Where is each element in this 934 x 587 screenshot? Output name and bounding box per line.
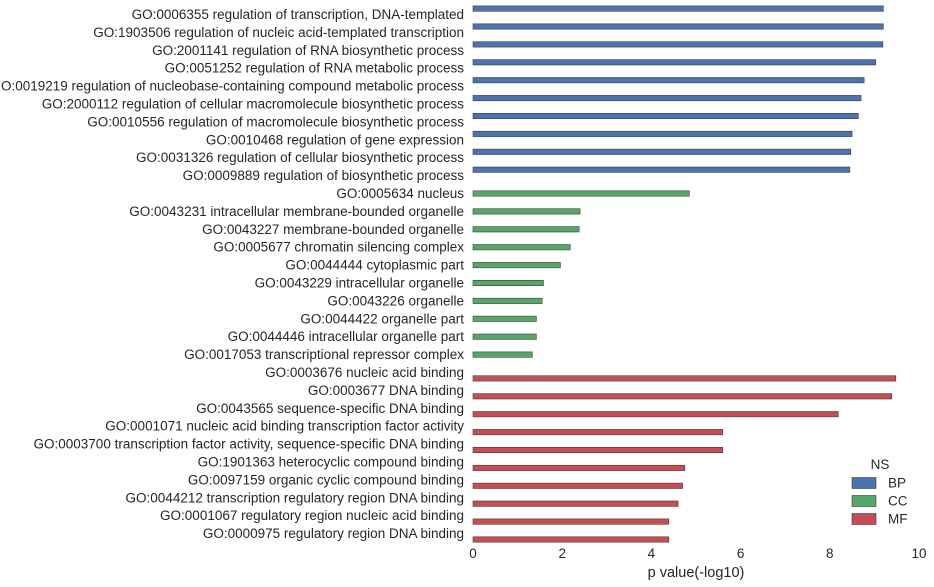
bar-bp xyxy=(472,59,877,66)
bar-mf xyxy=(472,375,897,382)
bar-mf xyxy=(472,411,839,418)
legend-swatch-mf xyxy=(851,513,877,525)
x-tick-label: 10 xyxy=(911,546,926,561)
bar-mf xyxy=(472,464,686,471)
bar-bp xyxy=(472,148,852,155)
category-label: GO:0043226 organelle xyxy=(327,293,464,308)
bar-bp xyxy=(472,23,884,30)
x-tick-label: 8 xyxy=(826,546,834,561)
x-axis-title: p value(-log10) xyxy=(648,565,745,581)
category-label: GO:1903506 regulation of nucleic acid-te… xyxy=(93,25,464,40)
bar-mf xyxy=(472,446,724,453)
legend-label-cc: CC xyxy=(888,494,908,509)
bar-cc xyxy=(472,279,544,286)
legend: NS BP CC MF xyxy=(851,457,908,527)
bar-cc xyxy=(472,226,580,233)
category-label: GO:0043227 membrane-bounded organelle xyxy=(202,222,464,237)
bar-mf xyxy=(472,482,683,489)
category-label: GO:2000112 regulation of cellular macrom… xyxy=(42,97,464,112)
bar-bp xyxy=(472,95,862,102)
bar-cc xyxy=(472,262,561,269)
category-label: GO:0044212 transcription regulatory regi… xyxy=(126,490,464,505)
category-label: GO:0051252 regulation of RNA metabolic p… xyxy=(165,61,465,76)
category-label: GO:0003676 nucleic acid binding xyxy=(265,365,464,380)
category-label: GO:0003677 DNA binding xyxy=(308,383,464,398)
category-label: GO:0043229 intracellular organelle xyxy=(255,276,464,291)
bar-bp xyxy=(472,113,859,120)
bar-mf xyxy=(472,500,679,507)
category-label: GO:0017053 transcriptional repressor com… xyxy=(184,347,464,362)
category-label: GO:0044422 organelle part xyxy=(300,311,464,326)
bar-bp xyxy=(472,166,851,173)
category-labels: GO:0006355 regulation of transcription, … xyxy=(0,7,464,541)
legend-label-bp: BP xyxy=(888,476,906,491)
bar-mf xyxy=(472,536,670,543)
bars-layer xyxy=(472,5,897,543)
legend-swatch-cc xyxy=(851,495,877,507)
x-axis-ticks: 0 2 4 6 8 10 xyxy=(469,546,926,561)
category-label: GO:0001067 regulatory region nucleic aci… xyxy=(160,508,464,523)
category-label: GO:0010468 regulation of gene expression xyxy=(206,132,464,147)
category-label: GO:0005677 chromatin silencing complex xyxy=(213,240,464,255)
category-label: GO:0009889 regulation of biosynthetic pr… xyxy=(183,168,465,183)
bar-cc xyxy=(472,208,581,215)
bar-cc xyxy=(472,190,690,197)
bar-cc xyxy=(472,333,537,340)
category-label: GO:0044444 cytoplasmic part xyxy=(285,258,464,273)
category-label: GO:0044446 intracellular organelle part xyxy=(228,329,465,344)
x-tick-label: 2 xyxy=(558,546,566,561)
category-label: GO:0019219 regulation of nucleobase-cont… xyxy=(0,79,464,94)
category-label: GO:0043565 sequence-specific DNA binding xyxy=(196,401,464,416)
category-label: GO:0001071 nucleic acid binding transcri… xyxy=(105,419,464,434)
category-label: GO:0005634 nucleus xyxy=(336,186,464,201)
bar-mf xyxy=(472,518,670,525)
bar-cc xyxy=(472,351,533,358)
legend-title: NS xyxy=(871,457,890,472)
bar-mf xyxy=(472,393,893,400)
bar-cc xyxy=(472,244,571,251)
category-label: GO:0043231 intracellular membrane-bounde… xyxy=(129,204,464,219)
legend-swatch-bp xyxy=(851,477,877,489)
category-label: GO:0010556 regulation of macromolecule b… xyxy=(87,114,464,129)
bar-mf xyxy=(472,429,724,436)
x-tick-label: 0 xyxy=(469,546,477,561)
bar-bp xyxy=(472,5,884,12)
bar-cc xyxy=(472,315,537,322)
category-label: GO:1901363 heterocyclic compound binding xyxy=(198,455,464,470)
x-tick-label: 4 xyxy=(648,546,656,561)
category-label: GO:0003700 transcription factor activity… xyxy=(34,437,464,452)
bar-bp xyxy=(472,130,853,137)
category-label: GO:0000975 regulatory region DNA binding xyxy=(203,526,464,541)
bar-bp xyxy=(472,77,865,84)
category-label: GO:0006355 regulation of transcription, … xyxy=(132,7,464,22)
category-label: GO:2001141 regulation of RNA biosyntheti… xyxy=(152,43,464,58)
legend-label-mf: MF xyxy=(888,512,908,527)
bar-cc xyxy=(472,297,543,304)
x-tick-label: 6 xyxy=(737,546,745,561)
category-label: GO:0031326 regulation of cellular biosyn… xyxy=(136,150,464,165)
category-label: GO:0097159 organic cyclic compound bindi… xyxy=(188,472,464,487)
bar-bp xyxy=(472,41,884,48)
